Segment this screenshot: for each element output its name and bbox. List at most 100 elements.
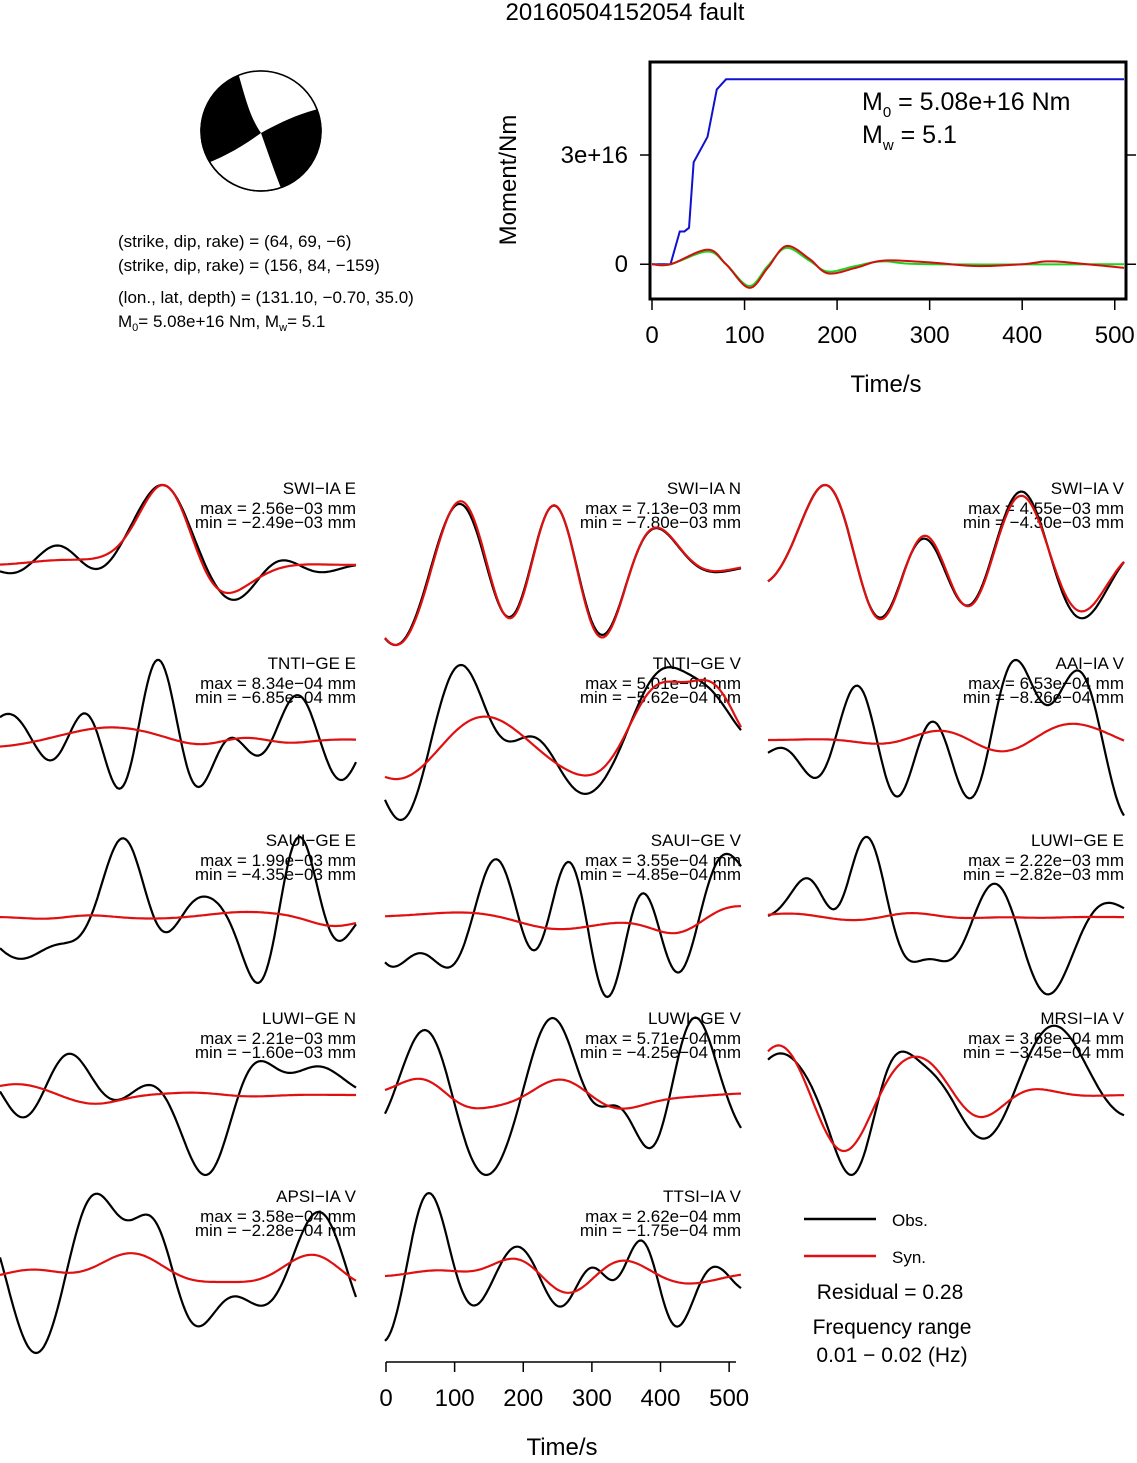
observed-waveform (767, 1024, 1125, 1177)
waveform-xtick-label: 200 (503, 1385, 543, 1412)
source-parameters: (strike, dip, rake) = (64, 69, −6) (stri… (118, 232, 414, 334)
legend: Obs. Syn. Residual = 0.28 Frequency rang… (804, 1211, 971, 1367)
station-min: min = −4.85e−04 mm (580, 865, 741, 884)
moment-rate-green-line (651, 246, 1125, 288)
synthetic-waveform (384, 905, 741, 935)
station-min: min = −2.28e−04 mm (195, 1221, 356, 1240)
synthetic-waveform (0, 1252, 357, 1284)
station-label: SWI−IA E (283, 479, 356, 498)
synthetic-waveform (0, 910, 357, 928)
station-label: TNTI−GE V (653, 654, 742, 673)
station-max: max = 5.01e−04 mm (585, 674, 741, 693)
waveform-xtick-label: 300 (572, 1385, 612, 1412)
station-min: min = −1.75e−04 mm (580, 1221, 741, 1240)
station-label: AAI−IA V (1055, 654, 1124, 673)
observed-waveform (0, 1052, 357, 1177)
waveform-xtick-label: 400 (640, 1385, 680, 1412)
synthetic-waveform (384, 1077, 741, 1110)
synthetic-waveform (0, 483, 356, 595)
station-min: min = −3.45e−04 mm (963, 1043, 1124, 1062)
synthetic-waveform (767, 911, 1124, 922)
station-min: min = −4.25e−04 mm (580, 1043, 741, 1062)
waveform-xlabel: Time/s (526, 1434, 597, 1458)
station-min: min = −6.85e−04 mm (195, 688, 356, 707)
station-min: min = −8.26e−04 mm (963, 688, 1124, 707)
frequency-range-value: 0.01 − 0.02 (Hz) (816, 1344, 967, 1367)
station-max: max = 2.21e−03 mm (200, 1029, 356, 1048)
synthetic-waveform (0, 726, 356, 748)
moment-xtick-label: 400 (1002, 322, 1042, 349)
moment-xtick-label: 0 (645, 322, 658, 349)
station-label: TNTI−GE E (268, 654, 356, 673)
station-max: max = 2.56e−03 mm (200, 499, 356, 518)
synthetic-waveform (384, 1257, 742, 1294)
moment-xtick-label: 100 (725, 322, 765, 349)
moment-xlabel: Time/s (850, 371, 921, 398)
observed-waveform (767, 835, 1125, 996)
observed-waveform (0, 835, 357, 985)
station-max: max = 2.22e−03 mm (968, 851, 1124, 870)
synthetic-waveform (767, 1044, 1125, 1153)
station-label: SWI−IA N (667, 479, 741, 498)
moment-plot-frame (648, 60, 1128, 301)
observed-waveform (0, 658, 357, 790)
moment-cumulative-line (652, 78, 1124, 266)
station-min: min = −1.60e−03 mm (195, 1043, 356, 1062)
station-max: max = 2.62e−04 mm (585, 1207, 741, 1226)
station-max: max = 3.68e−04 mm (968, 1029, 1124, 1048)
station-min: min = −2.49e−03 mm (195, 513, 356, 532)
moment-ytick-label: 0 (615, 251, 628, 278)
synthetic-waveform (0, 1083, 356, 1105)
station-min: min = −5.62e−04 mm (580, 688, 741, 707)
station-label: SAUI−GE E (266, 831, 356, 850)
moment-xtick-label: 500 (1095, 322, 1135, 349)
station-max: max = 8.34e−04 mm (200, 674, 356, 693)
legend-obs-label: Obs. (892, 1211, 928, 1230)
moment-xtick-label: 300 (910, 322, 950, 349)
waveform-time-axis: 0 100 200 300 400 500 (379, 1361, 749, 1412)
nodal-plane-2: (strike, dip, rake) = (156, 84, −159) (118, 256, 380, 275)
synthetic-waveform (384, 500, 742, 647)
observed-waveform (0, 1192, 358, 1355)
moment-xtick-label: 200 (817, 322, 857, 349)
station-label: MRSI−IA V (1040, 1009, 1124, 1028)
station-min: min = −4.35e−03 mm (195, 865, 356, 884)
station-label: SAUI−GE V (651, 831, 742, 850)
moment-ylabel: Moment/Nm (495, 115, 522, 246)
waveform-xtick-label: 100 (435, 1385, 475, 1412)
observed-waveform (384, 663, 742, 822)
station-max: max = 7.13e−03 mm (585, 499, 741, 518)
station-max: max = 3.55e−04 mm (585, 851, 741, 870)
legend-syn-label: Syn. (892, 1248, 926, 1267)
moment-rate-red-line (651, 244, 1125, 289)
station-label: APSI−IA V (276, 1187, 357, 1206)
hypocenter: (lon., lat, depth) = (131.10, −0.70, 35.… (118, 288, 414, 307)
frequency-range-label: Frequency range (813, 1316, 972, 1339)
residual-text: Residual = 0.28 (817, 1281, 964, 1304)
station-max: max = 5.71e−04 mm (585, 1029, 741, 1048)
station-min: min = −7.80e−03 mm (580, 513, 741, 532)
station-label: LUWI−GE N (262, 1009, 356, 1028)
observed-waveform (767, 658, 1125, 817)
moment-m0-annotation: M0 = 5.08e+16 Nm (862, 88, 1070, 121)
station-max: max = 1.99e−03 mm (200, 851, 356, 870)
observed-waveform (384, 852, 742, 999)
beachball-focal-mechanism (200, 70, 322, 192)
synthetic-waveform (767, 483, 1125, 621)
synthetic-waveform (384, 678, 742, 781)
waveform-xtick-label: 0 (379, 1385, 392, 1412)
nodal-plane-1: (strike, dip, rake) = (64, 69, −6) (118, 232, 351, 251)
